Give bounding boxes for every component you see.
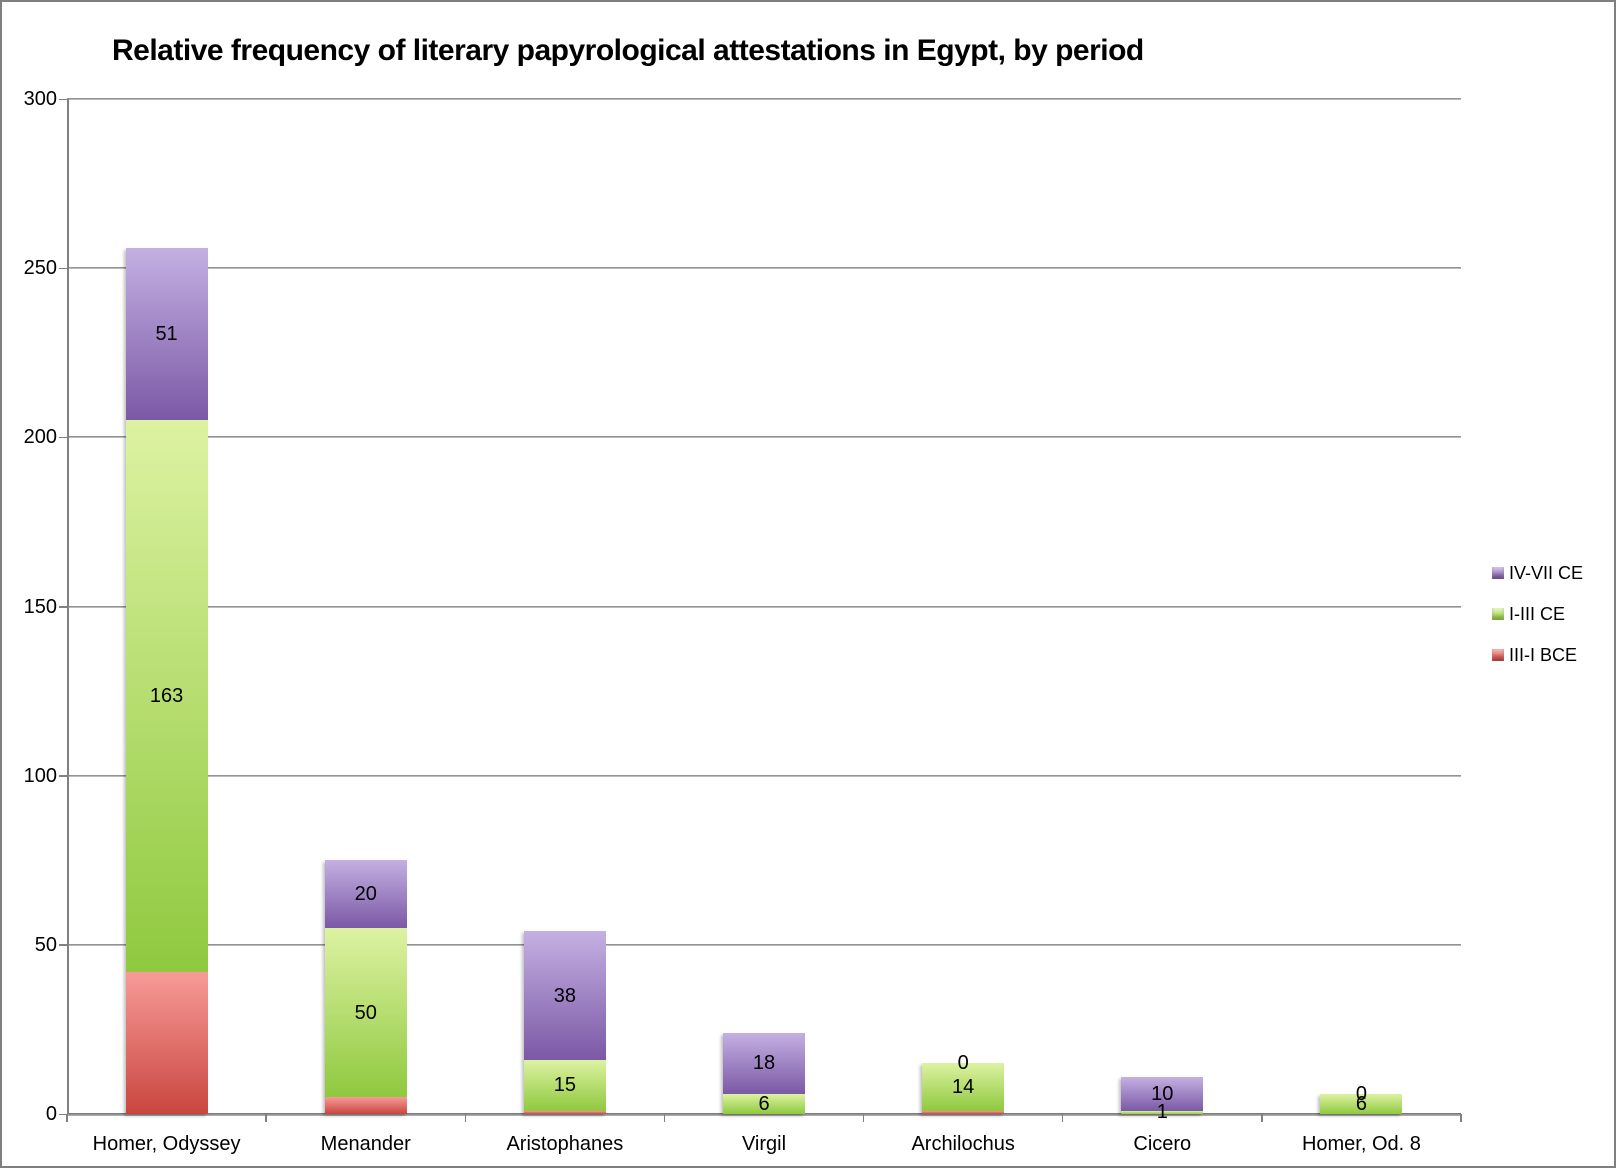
legend-item-i-iii-ce: I-III CE [1492, 603, 1565, 625]
bar-segment-iv-vii-ce [523, 931, 606, 1060]
legend-label-iii-i-bce: III-I BCE [1509, 644, 1578, 665]
bar-value-label: 1 [1156, 1101, 1168, 1124]
bar-segment-iv-vii-ce [324, 860, 407, 928]
bar-value-label: 6 [1355, 1092, 1367, 1115]
bar-menander [324, 860, 407, 1114]
bar-cicero [1121, 1076, 1204, 1114]
y-axis-tick-label: 250 [23, 257, 57, 280]
x-axis-tick [663, 1114, 666, 1122]
x-axis-tick [862, 1114, 865, 1122]
x-axis-tick [1460, 1114, 1462, 1122]
bar-segment-iv-vii-ce [125, 247, 208, 421]
bar-segment-i-iii-ce [324, 927, 407, 1098]
y-axis-tick-label: 0 [45, 1103, 57, 1125]
x-axis-line [67, 1113, 1461, 1116]
bar-value-label: 51 [155, 323, 178, 346]
bar-segment-iii-i-bce [125, 971, 208, 1114]
bar-segment-i-iii-ce [922, 1063, 1005, 1111]
bar-segment-iii-i-bce [523, 1110, 606, 1114]
bar-value-label: 0 [957, 1052, 969, 1075]
y-axis-tick [59, 1113, 67, 1115]
bar-archilochus [922, 1063, 1005, 1114]
legend-swatch-iii-i-bce-icon [1492, 649, 1504, 661]
bar-segment-i-iii-ce [125, 420, 208, 972]
y-axis-line [67, 99, 69, 1114]
x-axis-category-label: Homer, Odyssey [92, 1133, 241, 1155]
y-axis-tick [59, 944, 67, 946]
bar-segment-iv-vii-ce [723, 1032, 805, 1094]
bar-segment-i-iii-ce [1121, 1110, 1204, 1114]
x-axis-category-label: Virgil [741, 1133, 787, 1155]
bar-value-label: 20 [354, 883, 377, 906]
x-axis-tick [464, 1114, 467, 1122]
gridline-100 [67, 774, 1461, 777]
y-axis-tick [59, 775, 67, 777]
y-axis-tick-label: 300 [23, 88, 57, 110]
x-axis-tick [265, 1114, 267, 1122]
bar-homer-od-8 [1320, 1093, 1403, 1114]
y-axis-tick-label: 150 [23, 595, 57, 618]
x-axis-category-label: Aristophanes [506, 1133, 624, 1155]
bar-value-label: 50 [354, 1001, 377, 1024]
bar-segment-i-iii-ce [523, 1059, 606, 1111]
gridline-150 [67, 605, 1461, 608]
legend-swatch-i-iii-ce-icon [1492, 608, 1504, 620]
x-axis-category-label: Archilochus [911, 1133, 1015, 1155]
x-axis-tick [1261, 1114, 1263, 1122]
bar-segment-iii-i-bce [922, 1110, 1005, 1114]
gridline-50 [67, 943, 1461, 946]
x-axis-category-label: Menander [320, 1133, 411, 1155]
gridline-250 [67, 267, 1461, 270]
bar-value-label: 0 [1355, 1082, 1367, 1105]
y-axis-tick-label: 200 [23, 426, 57, 449]
bar-value-label: 15 [553, 1074, 576, 1097]
bar-value-label: 6 [758, 1092, 770, 1115]
bar-aristophanes [523, 931, 606, 1114]
x-axis-category-label: Homer, Od. 8 [1301, 1133, 1421, 1155]
x-axis-category-label: Cicero [1133, 1133, 1192, 1155]
legend-item-iv-vii-ce: IV-VII CE [1492, 562, 1583, 584]
bar-value-label: 10 [1151, 1082, 1174, 1105]
chart-title: Relative frequency of literary papyrolog… [112, 34, 1144, 67]
y-axis-tick [59, 436, 67, 439]
bar-value-label: 14 [952, 1075, 975, 1098]
y-axis-tick [59, 98, 67, 100]
bar-value-label: 18 [752, 1052, 776, 1075]
bar-segment-iii-i-bce [324, 1097, 407, 1114]
bar-value-label: 38 [553, 984, 576, 1007]
bar-homer-odyssey [125, 247, 208, 1114]
gridline-200 [67, 436, 1461, 439]
bar-segment-iv-vii-ce [1121, 1076, 1204, 1111]
y-axis-tick-label: 50 [34, 933, 57, 956]
y-axis-tick-label: 100 [23, 764, 57, 787]
gridline-300 [67, 98, 1461, 100]
legend-item-iii-i-bce: III-I BCE [1492, 644, 1577, 666]
x-axis-tick [1061, 1114, 1064, 1122]
bar-segment-i-iii-ce [1320, 1093, 1403, 1114]
legend-label-iv-vii-ce: IV-VII CE [1509, 562, 1584, 583]
legend-label-i-iii-ce: I-III CE [1509, 603, 1566, 624]
y-axis-tick [59, 606, 67, 608]
bar-virgil [723, 1032, 805, 1114]
bar-segment-i-iii-ce [723, 1093, 805, 1114]
legend-swatch-iv-vii-ce-icon [1492, 567, 1504, 579]
y-axis-tick [59, 267, 67, 270]
x-axis-tick [66, 1114, 68, 1122]
bar-value-label: 163 [149, 685, 184, 708]
